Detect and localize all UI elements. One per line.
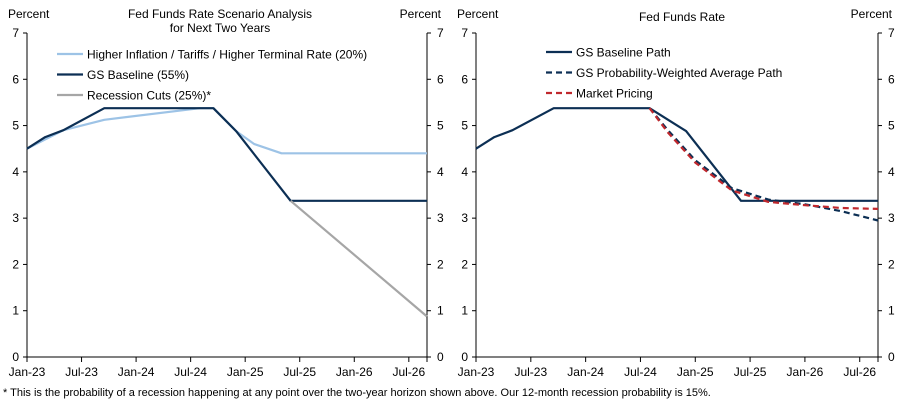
panel1-left-ytick-label: 7 xyxy=(12,26,19,40)
panel2-series-line-2 xyxy=(648,107,879,222)
panel1-right-ytick-label: 6 xyxy=(437,72,444,86)
panel2-left-ytick-label: 6 xyxy=(461,72,468,86)
panel2-xtick-label: Jan-24 xyxy=(567,365,604,379)
panel1-xtick-label: Jan-24 xyxy=(118,365,155,379)
panel2-legend-label: Market Pricing xyxy=(576,87,653,101)
footnote: * This is the probability of a recession… xyxy=(3,387,711,399)
panel2-right-ytick-label: 1 xyxy=(888,304,895,318)
panel2-left-ytick-label: 2 xyxy=(461,257,468,271)
panel2-title: Fed Funds Rate xyxy=(639,10,725,24)
panel2-xtick-label: Jul-25 xyxy=(734,365,767,379)
panel2-xtick-label: Jan-26 xyxy=(787,365,824,379)
panel2-left-ytick-label: 7 xyxy=(461,26,468,40)
panel2-ylabel-left: Percent xyxy=(457,7,499,21)
panel2-right-ytick-label: 5 xyxy=(888,119,895,133)
panel1-legend-label: Higher Inflation / Tariffs / Higher Term… xyxy=(87,48,367,62)
panel2-left-ytick-label: 1 xyxy=(461,304,468,318)
panel1-series-line-3 xyxy=(289,199,428,318)
panel1-left-ytick-label: 2 xyxy=(12,257,19,271)
panel2-left-ytick-label: 3 xyxy=(461,211,468,225)
panel1-xtick-label: Jul-23 xyxy=(65,365,98,379)
panel2-left-ytick-label: 5 xyxy=(461,119,468,133)
panel1-xtick-label: Jan-25 xyxy=(227,365,264,379)
panel1-series-line-2 xyxy=(26,107,427,202)
panel2-right-ytick-label: 4 xyxy=(888,165,895,179)
panel1-left-ytick-label: 4 xyxy=(12,165,19,179)
panel1-left-ytick-label: 1 xyxy=(12,304,19,318)
panel2-xtick-label: Jan-23 xyxy=(458,365,495,379)
panel2-right-ytick-label: 2 xyxy=(888,257,895,271)
panel2-ylabel-right: Percent xyxy=(851,7,893,21)
panel2-right-ytick-label: 3 xyxy=(888,211,895,225)
panel2-xtick-label: Jul-24 xyxy=(624,365,657,379)
panel1-right-ytick-label: 1 xyxy=(437,304,444,318)
panel1-left-ytick-label: 0 xyxy=(12,350,19,364)
panel2-left-ytick-label: 0 xyxy=(461,350,468,364)
panel1-left-ytick-label: 3 xyxy=(12,211,19,225)
panel1-ylabel-right: Percent xyxy=(400,7,442,21)
panel2-series-line-3 xyxy=(648,107,879,210)
panel1-xtick-label: Jul-25 xyxy=(283,365,316,379)
panel2-right-ytick-label: 7 xyxy=(888,26,895,40)
panel1-legend-label: Recession Cuts (25%)* xyxy=(87,89,211,103)
panel2-series-line-1 xyxy=(475,107,878,202)
panel1-right-ytick-label: 3 xyxy=(437,211,444,225)
panel1-xtick-label: Jan-26 xyxy=(336,365,373,379)
panel1-right-ytick-label: 7 xyxy=(437,26,444,40)
panel2-xtick-label: Jan-25 xyxy=(677,365,714,379)
panel1-legend-label: GS Baseline (55%) xyxy=(87,68,189,82)
panel1-right-ytick-label: 0 xyxy=(437,350,444,364)
panel1-series-line-1 xyxy=(26,107,427,155)
panel1-right-ytick-label: 2 xyxy=(437,257,444,271)
panel1-xtick-label: Jul-26 xyxy=(392,365,425,379)
panel1-xtick-label: Jul-24 xyxy=(174,365,207,379)
panel1-left-ytick-label: 6 xyxy=(12,72,19,86)
panel1-ylabel-left: Percent xyxy=(8,7,50,21)
panel1-right-ytick-label: 5 xyxy=(437,119,444,133)
panel1-right-ytick-label: 4 xyxy=(437,165,444,179)
panel2-xtick-label: Jul-23 xyxy=(514,365,547,379)
panel2-xtick-label: Jul-26 xyxy=(843,365,876,379)
panel1-subtitle: for Next Two Years xyxy=(170,21,271,35)
panel2-legend-label: GS Baseline Path xyxy=(576,46,671,60)
panel2-left-ytick-label: 4 xyxy=(461,165,468,179)
panel2-right-ytick-label: 0 xyxy=(888,350,895,364)
panel1-title: Fed Funds Rate Scenario Analysis xyxy=(128,7,312,21)
panel2-right-ytick-label: 6 xyxy=(888,72,895,86)
panel1-left-ytick-label: 5 xyxy=(12,119,19,133)
panel2-legend-label: GS Probability-Weighted Average Path xyxy=(576,66,782,80)
panel1-xtick-label: Jan-23 xyxy=(9,365,46,379)
